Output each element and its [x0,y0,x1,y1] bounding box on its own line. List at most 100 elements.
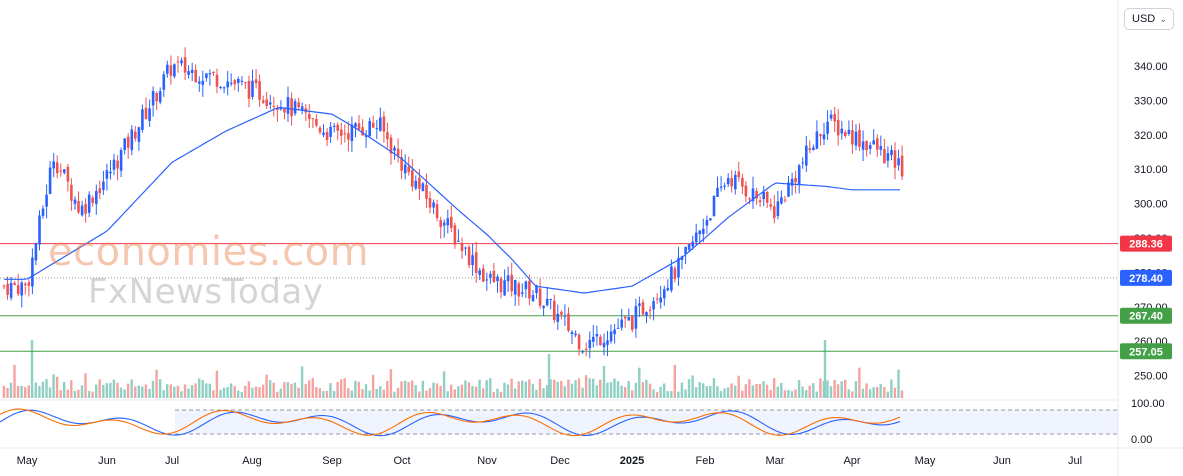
volume-bar [851,391,854,398]
candle-body [680,256,684,260]
volume-bar [315,387,318,398]
candle-body [723,185,726,187]
price-level-label: 288.36 [1129,239,1163,251]
candle-body [45,194,48,207]
candle-body [623,316,627,319]
candle-body [322,132,325,135]
volume-bar [20,385,23,398]
volume-bar [457,386,460,398]
candle-body [24,283,27,286]
candle-body [183,57,187,73]
volume-bar [620,385,623,398]
volume-bar [123,389,126,398]
volume-bar [854,381,858,398]
chevron-down-icon: ⌄ [1159,13,1167,24]
candle-body [620,319,623,328]
volume-bar [758,384,762,398]
volume-bar [27,385,30,398]
volume-bar [95,384,98,398]
volume-bar [226,387,229,398]
candle-body [247,80,251,99]
price-level-tag [1120,269,1172,286]
volume-bar [833,379,836,398]
candle-body [258,81,261,100]
volume-bar [368,390,371,398]
candle-body [425,184,428,199]
volume-bar [244,385,247,398]
candle-body [602,342,606,348]
volume-bar [364,384,368,398]
candle-body [343,133,347,135]
volume-bar [9,382,13,398]
price-level-tag [1120,307,1172,324]
candle-body [897,158,900,166]
price-tick-label: 300.00 [1134,199,1168,211]
candle-body [812,147,815,151]
volume-bar [499,391,503,398]
volume-bar [765,384,769,398]
volume-bar [265,374,268,398]
volume-bar [375,389,378,398]
candle-body [222,87,226,89]
price-tick-label: 250.00 [1134,371,1168,383]
candle-body [98,188,102,194]
candle-body [13,283,16,285]
volume-bar [712,378,716,398]
volume-bar [464,380,467,398]
volume-bar [137,385,140,398]
volume-bar [208,383,211,398]
volume-bar [183,384,187,398]
volume-bar [357,381,361,398]
candle-body [659,297,662,303]
candle-body [52,161,55,169]
currency-label: USD [1132,13,1156,25]
volume-bar [66,389,69,398]
candle-body [286,97,290,114]
candle-body [762,192,765,200]
time-tick-label: Apr [843,455,860,467]
currency-selector[interactable]: USD ⌄ [1124,8,1174,30]
candle-body [638,303,641,306]
candle-body [226,81,229,88]
stoch-k-line [0,409,901,437]
volume-bar [180,391,183,398]
candle-body [190,69,194,73]
candle-body [542,305,545,308]
volume-bar [542,388,545,398]
candle-body [797,165,801,186]
volume-bar [780,383,783,398]
time-tick-label: May [17,455,38,467]
time-tick-label: Feb [696,455,715,467]
volume-bar [77,389,80,398]
candle-body [198,81,201,84]
volume-bar [769,389,772,398]
volume-bar [304,384,307,398]
volume-bar [836,384,840,398]
volume-bar [471,386,474,398]
candle-body [595,334,599,337]
candle-body [712,196,716,217]
candle-body [613,329,616,335]
candle-body [563,315,567,317]
candle-body [588,339,592,349]
volume-bar [119,387,123,398]
volume-bar [844,379,847,398]
candle-body [886,153,890,161]
volume-bars [2,340,904,398]
volume-bar [524,381,527,398]
candle-body [315,119,318,126]
volume-bar [425,390,428,398]
candle-body [755,191,758,199]
volume-bar [322,391,325,398]
candle-body [687,244,691,250]
volume-bar [684,389,687,398]
volume-bar [513,388,517,398]
candle-body [20,282,23,296]
candle-body [883,149,886,164]
candle-body [73,199,77,204]
candle-body [836,119,840,136]
volume-bar [659,386,662,398]
volume-bar [467,382,471,398]
volume-bar [645,379,648,398]
